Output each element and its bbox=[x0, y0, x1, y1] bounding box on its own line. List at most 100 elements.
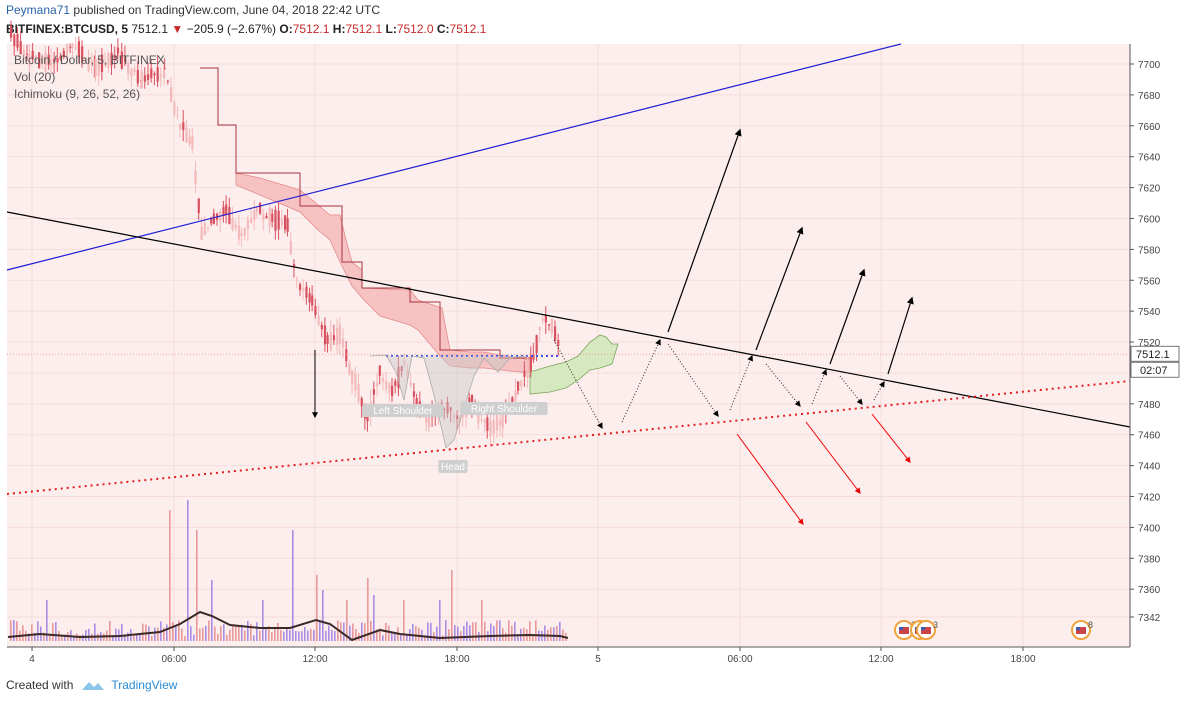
volume-bar bbox=[394, 632, 396, 641]
candle-body bbox=[470, 394, 474, 409]
volume-bar bbox=[379, 628, 381, 641]
volume-bar bbox=[460, 631, 462, 641]
volume-bar bbox=[274, 627, 276, 641]
volume-bar bbox=[373, 595, 375, 641]
volume-bar bbox=[46, 600, 48, 641]
volume-bar bbox=[349, 625, 351, 641]
plot-background bbox=[7, 44, 1130, 647]
candle-body bbox=[44, 52, 47, 72]
kijun-line bbox=[200, 67, 530, 359]
price-tick-label: 7460 bbox=[1138, 431, 1161, 442]
volume-bar bbox=[286, 627, 288, 641]
candle-body bbox=[302, 288, 305, 292]
candle-body bbox=[203, 222, 206, 236]
price-tick-label: 7700 bbox=[1138, 60, 1161, 71]
volume-bar bbox=[406, 635, 408, 641]
volume-bar bbox=[205, 625, 207, 641]
candle-body bbox=[74, 47, 77, 49]
volume-bar bbox=[499, 620, 501, 641]
volume-bar bbox=[535, 620, 537, 641]
volume-bar bbox=[514, 621, 516, 641]
volume-bar bbox=[199, 628, 201, 641]
candle-body bbox=[210, 218, 213, 224]
candle-body bbox=[541, 318, 544, 321]
volume-bar bbox=[226, 634, 228, 641]
volume-bar bbox=[211, 580, 213, 641]
volume-bar bbox=[466, 621, 468, 641]
candle-body bbox=[194, 170, 197, 184]
pattern-label: Head bbox=[441, 462, 465, 473]
candle-body bbox=[212, 213, 215, 224]
high-label: H: bbox=[332, 22, 346, 36]
price-tick-label: 7580 bbox=[1138, 245, 1161, 256]
candle-body bbox=[557, 339, 560, 346]
volume-bar bbox=[169, 510, 171, 641]
volume-bar bbox=[553, 627, 555, 641]
volume-bar bbox=[439, 600, 441, 641]
candle-body bbox=[100, 54, 104, 72]
time-axis[interactable]: 4 06:00 12:00 18:00 5 06:00 12:00 18:00 bbox=[7, 646, 1130, 665]
volume-bar bbox=[43, 632, 45, 641]
candle-body bbox=[56, 57, 59, 63]
candle-body bbox=[159, 74, 162, 77]
candle-body bbox=[535, 335, 538, 353]
candle-body bbox=[176, 115, 179, 117]
candle-body bbox=[385, 380, 388, 390]
candle-body bbox=[59, 55, 62, 60]
candle-body bbox=[170, 87, 173, 103]
black-trendline bbox=[6, 211, 1131, 428]
candle-body bbox=[26, 53, 29, 55]
volume-bar bbox=[151, 635, 153, 641]
volume-bar bbox=[79, 635, 81, 641]
time-tick-label: 12:00 bbox=[302, 654, 327, 665]
candle-body bbox=[182, 122, 185, 131]
candle-body bbox=[378, 365, 381, 376]
candle-body bbox=[529, 355, 532, 372]
candle-body bbox=[412, 391, 416, 397]
candle-body bbox=[326, 335, 329, 344]
volume-bar bbox=[163, 627, 165, 641]
candle-body bbox=[133, 69, 136, 72]
candle-body bbox=[185, 127, 188, 143]
candle-body bbox=[113, 55, 116, 60]
bearish-arrow bbox=[736, 433, 804, 525]
event-badge-count: 3 bbox=[933, 620, 938, 630]
author-link[interactable]: Peymana71 bbox=[6, 3, 71, 17]
candle-body bbox=[323, 325, 327, 345]
price-change: −205.9 (−2.67%) bbox=[186, 22, 277, 36]
candle-body bbox=[360, 398, 363, 407]
volume-bar bbox=[37, 621, 39, 641]
candle-body bbox=[391, 385, 394, 397]
volume-bar bbox=[10, 620, 12, 641]
price-axis[interactable]: 7342736073807400742074407460748075007520… bbox=[1129, 44, 1180, 647]
candle-body bbox=[292, 264, 296, 267]
volume-bar bbox=[157, 627, 159, 641]
volume-bar bbox=[238, 625, 240, 641]
tradingview-link[interactable]: TradingView bbox=[111, 678, 178, 692]
candle-body bbox=[191, 136, 194, 150]
candle-body bbox=[150, 68, 153, 79]
volume-bar bbox=[124, 635, 126, 641]
volume-bar bbox=[415, 625, 417, 641]
volume-bar bbox=[292, 530, 294, 641]
candle-body bbox=[280, 219, 283, 226]
candle-body bbox=[265, 216, 268, 219]
candle-body bbox=[117, 55, 120, 57]
volume-bar bbox=[127, 632, 129, 641]
candle-body bbox=[336, 327, 339, 345]
candle-body bbox=[415, 398, 418, 406]
price-tick-label: 7600 bbox=[1138, 214, 1161, 225]
flag-canton-icon bbox=[921, 627, 925, 630]
candle-body bbox=[538, 327, 541, 331]
volume-bar bbox=[298, 631, 300, 641]
volume-bar bbox=[259, 630, 261, 641]
pattern-label-bg bbox=[460, 402, 548, 415]
volume-bar bbox=[187, 500, 189, 641]
pattern-label-bg bbox=[438, 460, 468, 473]
volume-bar bbox=[133, 635, 135, 641]
volume-bar bbox=[52, 623, 54, 641]
bullish-arrow bbox=[667, 128, 742, 333]
volume-bar bbox=[322, 590, 324, 641]
price-tick-label: 7400 bbox=[1138, 523, 1161, 534]
